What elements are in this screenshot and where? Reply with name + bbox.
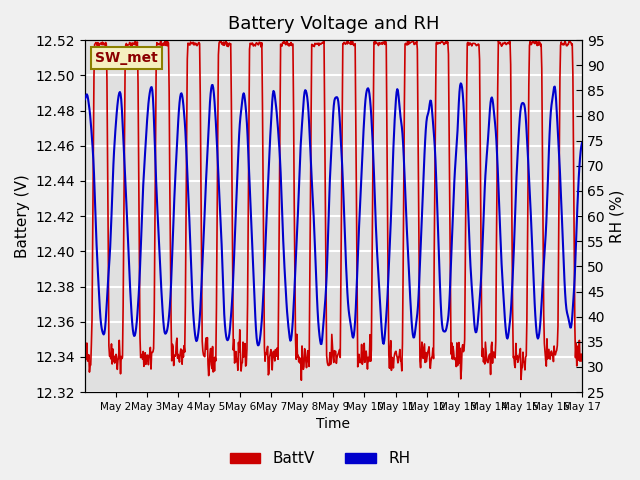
- Y-axis label: Battery (V): Battery (V): [15, 174, 30, 258]
- X-axis label: Time: Time: [316, 418, 351, 432]
- Title: Battery Voltage and RH: Battery Voltage and RH: [228, 15, 439, 33]
- Legend: BattV, RH: BattV, RH: [223, 445, 417, 472]
- Y-axis label: RH (%): RH (%): [610, 190, 625, 243]
- Text: SW_met: SW_met: [95, 51, 157, 65]
